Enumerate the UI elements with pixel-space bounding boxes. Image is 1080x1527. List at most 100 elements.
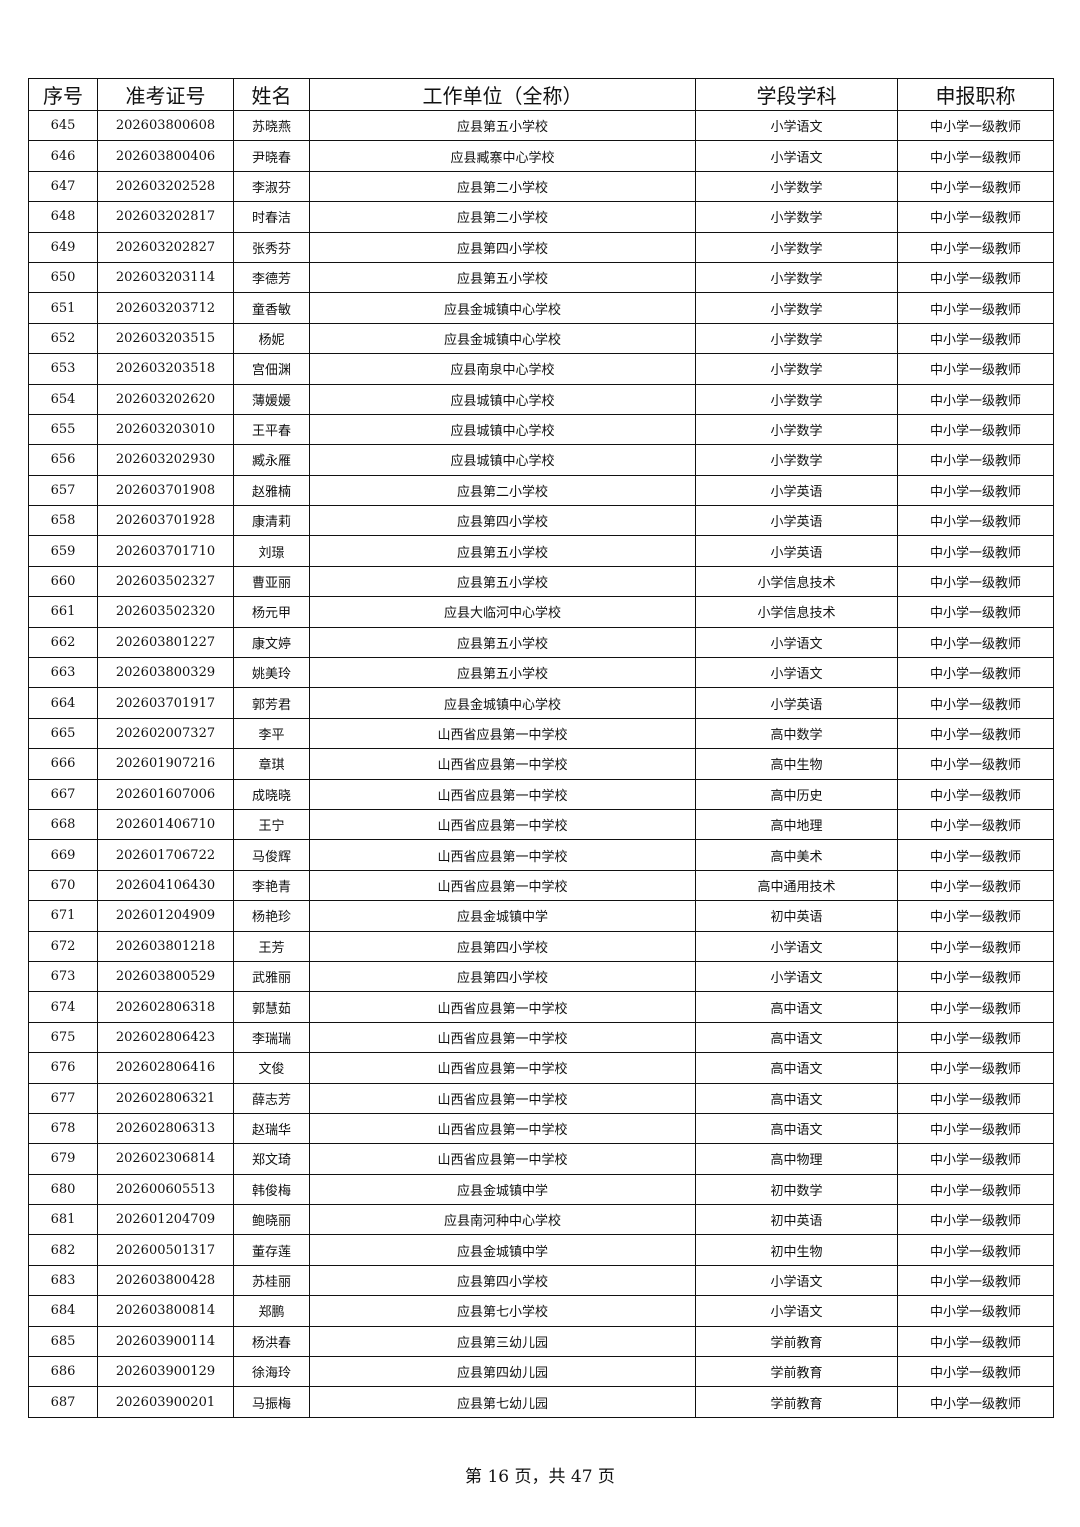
- col-subject-cell: 小学语文: [695, 626, 898, 659]
- col-title-cell: 中小学一级教师: [897, 839, 1054, 871]
- col-name-cell: 时春洁: [233, 201, 310, 233]
- col-subject-cell: 小学语文: [695, 140, 898, 172]
- col-exam-id-cell: 202603800428: [97, 1264, 234, 1297]
- table-row: 658 202603701928 康清莉 应县第四小学校 小学英语 中小学一级教师: [28, 505, 1054, 537]
- col-index-cell: 651: [28, 292, 98, 324]
- col-exam-id-cell: 202603203114: [97, 261, 234, 294]
- col-workplace-cell: 应县第二小学校: [309, 170, 696, 203]
- table-row: 645 202603800608 苏晓燕 应县第五小学校 小学语文 中小学一级教师: [28, 109, 1054, 142]
- col-title-cell: 中小学一级教师: [897, 626, 1054, 659]
- col-workplace-cell: 山西省应县第一中学校: [309, 778, 696, 810]
- col-title-cell: 中小学一级教师: [897, 1264, 1054, 1297]
- col-name-cell: 苏桂丽: [233, 1264, 310, 1297]
- col-title-cell: 中小学一级教师: [897, 201, 1054, 233]
- col-subject-cell: 小学数学: [695, 170, 898, 203]
- table-row: 677 202602806321 薛志芳 山西省应县第一中学校 高中语文 中小学一级教师: [28, 1082, 1054, 1114]
- table-row: 655 202603203010 王平春 应县城镇中心学校 小学数学 中小学一级教师: [28, 413, 1054, 446]
- col-subject-cell: 高中通用技术: [695, 869, 898, 902]
- col-title-cell: 中小学一级教师: [897, 1325, 1054, 1358]
- col-index-cell: 647: [28, 170, 98, 203]
- col-subject-cell: 小学语文: [695, 1295, 898, 1327]
- col-name-cell: 徐海玲: [233, 1356, 310, 1388]
- col-exam-id-cell: 202603800406: [97, 140, 234, 172]
- col-index-cell: 671: [28, 900, 98, 932]
- col-workplace-cell: 山西省应县第一中学校: [309, 1082, 696, 1114]
- col-index-cell: 661: [28, 596, 98, 628]
- col-exam-id-cell: 202603801218: [97, 930, 234, 962]
- col-index-cell: 645: [28, 109, 98, 142]
- col-title-cell: 中小学一级教师: [897, 261, 1054, 294]
- header-col-title: 申报职称: [897, 78, 1054, 111]
- table-row: 681 202601204709 鲍晓丽 应县南河种中心学校 初中英语 中小学一级教师: [28, 1204, 1054, 1236]
- col-title-cell: 中小学一级教师: [897, 505, 1054, 537]
- col-index-cell: 675: [28, 1021, 98, 1054]
- col-workplace-cell: 应县金城镇中心学校: [309, 687, 696, 719]
- col-exam-id-cell: 202603701928: [97, 505, 234, 537]
- col-workplace-cell: 应县大临河中心学校: [309, 596, 696, 628]
- col-title-cell: 中小学一级教师: [897, 1386, 1054, 1418]
- col-name-cell: 尹晓春: [233, 140, 310, 172]
- col-workplace-cell: 应县第五小学校: [309, 535, 696, 567]
- col-title-cell: 中小学一级教师: [897, 930, 1054, 962]
- col-index-cell: 687: [28, 1386, 98, 1418]
- col-index-cell: 673: [28, 960, 98, 993]
- col-subject-cell: 小学语文: [695, 930, 898, 962]
- col-title-cell: 中小学一级教师: [897, 717, 1054, 750]
- col-index-cell: 686: [28, 1356, 98, 1388]
- col-name-cell: 李瑞瑞: [233, 1021, 310, 1054]
- col-name-cell: 薄媛媛: [233, 383, 310, 415]
- table-row: 656 202603202930 臧永雁 应县城镇中心学校 小学数学 中小学一级教师: [28, 444, 1054, 476]
- col-exam-id-cell: 202603203010: [97, 413, 234, 446]
- table-row: 654 202603202620 薄媛媛 应县城镇中心学校 小学数学 中小学一级教师: [28, 383, 1054, 415]
- col-workplace-cell: 应县金城镇中学: [309, 1234, 696, 1266]
- col-name-cell: 杨妮: [233, 322, 310, 355]
- col-title-cell: 中小学一级教师: [897, 960, 1054, 993]
- col-index-cell: 655: [28, 413, 98, 446]
- col-title-cell: 中小学一级教师: [897, 1234, 1054, 1266]
- table-row: 661 202603502320 杨元甲 应县大临河中心学校 小学信息技术 中小学一级教师: [28, 596, 1054, 628]
- col-subject-cell: 小学英语: [695, 535, 898, 567]
- table-row: 668 202601406710 王宁 山西省应县第一中学校 高中地理 中小学一级教师: [28, 808, 1054, 841]
- col-subject-cell: 高中语文: [695, 1052, 898, 1084]
- col-subject-cell: 学前教育: [695, 1356, 898, 1388]
- col-workplace-cell: 应县城镇中心学校: [309, 413, 696, 446]
- col-workplace-cell: 山西省应县第一中学校: [309, 808, 696, 841]
- col-exam-id-cell: 202602806318: [97, 991, 234, 1023]
- col-index-cell: 670: [28, 869, 98, 902]
- col-exam-id-cell: 202601706722: [97, 839, 234, 871]
- col-subject-cell: 小学信息技术: [695, 565, 898, 598]
- col-index-cell: 685: [28, 1325, 98, 1358]
- col-index-cell: 664: [28, 687, 98, 719]
- col-subject-cell: 小学英语: [695, 505, 898, 537]
- col-subject-cell: 学前教育: [695, 1386, 898, 1418]
- table-row: 646 202603800406 尹晓春 应县臧寨中心学校 小学语文 中小学一级教师: [28, 140, 1054, 172]
- table-row: 671 202601204909 杨艳珍 应县金城镇中学 初中英语 中小学一级教师: [28, 900, 1054, 932]
- col-workplace-cell: 应县第五小学校: [309, 261, 696, 294]
- col-index-cell: 650: [28, 261, 98, 294]
- col-name-cell: 郭芳君: [233, 687, 310, 719]
- col-subject-cell: 高中地理: [695, 808, 898, 841]
- table-row: 682 202600501317 董存莲 应县金城镇中学 初中生物 中小学一级教师: [28, 1234, 1054, 1266]
- col-name-cell: 康清莉: [233, 505, 310, 537]
- col-subject-cell: 高中数学: [695, 717, 898, 750]
- col-name-cell: 康文婷: [233, 626, 310, 659]
- table-row: 652 202603203515 杨妮 应县金城镇中心学校 小学数学 中小学一级教师: [28, 322, 1054, 355]
- col-workplace-cell: 应县第五小学校: [309, 565, 696, 598]
- col-exam-id-cell: 202601907216: [97, 748, 234, 780]
- col-subject-cell: 学前教育: [695, 1325, 898, 1358]
- col-exam-id-cell: 202603203518: [97, 353, 234, 385]
- table-row: 685 202603900114 杨洪春 应县第三幼儿园 学前教育 中小学一级教师: [28, 1325, 1054, 1358]
- col-exam-id-cell: 202603800329: [97, 657, 234, 689]
- col-workplace-cell: 应县第二小学校: [309, 201, 696, 233]
- table-row: 660 202603502327 曹亚丽 应县第五小学校 小学信息技术 中小学一级教师: [28, 565, 1054, 598]
- col-exam-id-cell: 202603900114: [97, 1325, 234, 1358]
- col-exam-id-cell: 202603203712: [97, 292, 234, 324]
- col-workplace-cell: 应县第四小学校: [309, 1264, 696, 1297]
- col-name-cell: 姚美玲: [233, 657, 310, 689]
- col-subject-cell: 高中生物: [695, 748, 898, 780]
- col-subject-cell: 小学英语: [695, 474, 898, 507]
- table-row: 675 202602806423 李瑞瑞 山西省应县第一中学校 高中语文 中小学一级教师: [28, 1021, 1054, 1054]
- table-row: 670 202604106430 李艳青 山西省应县第一中学校 高中通用技术 中小学一级教…: [28, 869, 1054, 902]
- col-workplace-cell: 山西省应县第一中学校: [309, 717, 696, 750]
- col-workplace-cell: 应县臧寨中心学校: [309, 140, 696, 172]
